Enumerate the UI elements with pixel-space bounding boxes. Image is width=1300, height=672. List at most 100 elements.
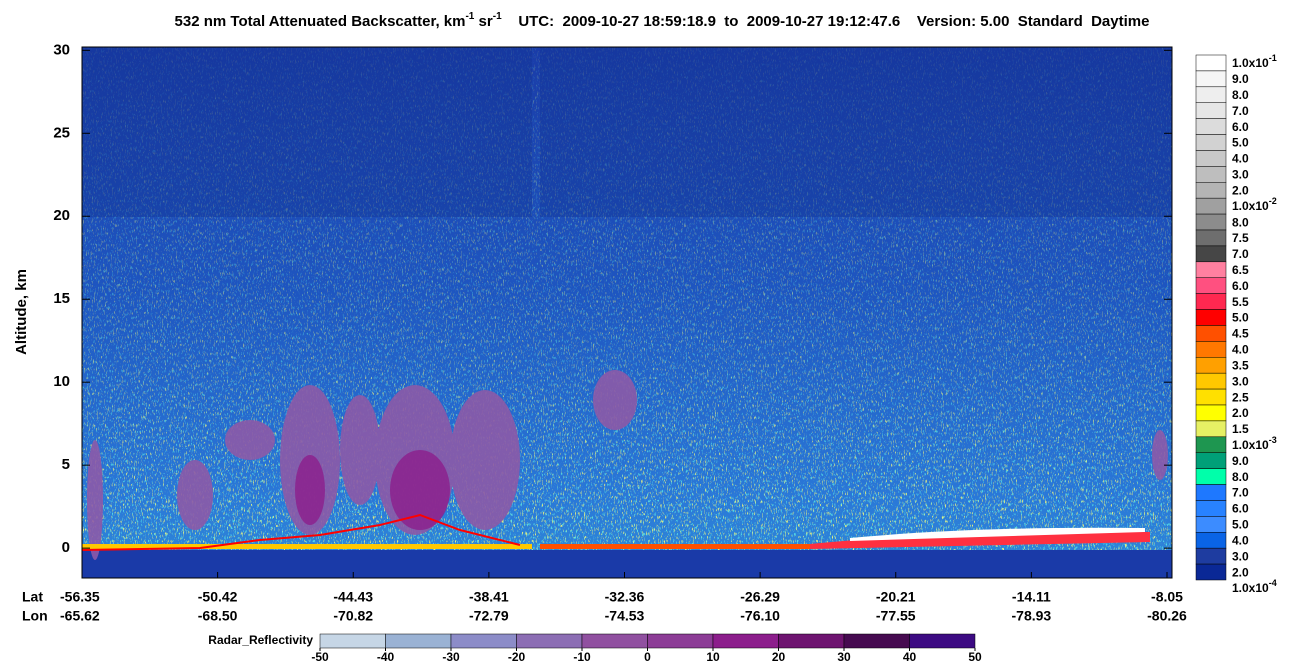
colorbar-label: 8.0 <box>1232 470 1249 484</box>
radar-tick-label: 10 <box>706 650 720 664</box>
lon-tick-label: -65.62 <box>60 608 100 624</box>
colorbar-swatch <box>1195 261 1227 278</box>
lon-tick-label: -80.26 <box>1147 608 1187 624</box>
colorbar-swatch <box>1195 118 1227 135</box>
version-text: Version: 5.00 Standard Daytime <box>917 13 1150 30</box>
colorbar-swatch <box>1195 245 1227 263</box>
colorbar-label-exp: -1 <box>1269 53 1277 63</box>
colorbar-label: 7.5 <box>1232 231 1249 245</box>
colorbar-label: 4.5 <box>1232 327 1249 341</box>
lat-tick-label: -32.36 <box>605 589 645 605</box>
lon-tick-label: -78.93 <box>1012 608 1052 624</box>
colorbar-swatch <box>1195 309 1227 326</box>
lat-tick-label: -26.29 <box>740 589 780 605</box>
radar-tick-label: -10 <box>573 650 591 664</box>
lat-tick-label: -14.11 <box>1012 589 1051 605</box>
colorbar-swatch <box>1195 293 1227 310</box>
colorbar-swatch <box>1195 229 1227 247</box>
colorbar-label: 9.0 <box>1232 454 1249 468</box>
y-tick-label: 10 <box>53 373 70 390</box>
radar-swatch <box>319 633 386 649</box>
colorbar-label: 4.0 <box>1232 343 1249 357</box>
colorbar-label-base: 1.0x10 <box>1232 199 1269 213</box>
colorbar-label: 5.0 <box>1232 518 1249 532</box>
colorbar-label: 5.0 <box>1232 136 1249 150</box>
lat-tick-label: -8.05 <box>1151 589 1183 605</box>
colorbar-label: 4.0 <box>1232 533 1249 547</box>
utc-text: UTC: 2009-10-27 18:59:18.9 to 2009-10-27… <box>518 13 900 30</box>
radar-tick-label: -30 <box>442 650 460 664</box>
y-tick-label: 30 <box>53 41 70 58</box>
colorbar-label: 1.0x10-2 <box>1232 197 1277 214</box>
lon-tick-label: -77.55 <box>876 608 916 624</box>
radar-swatch <box>385 633 452 649</box>
lat-tick-label: -44.43 <box>333 589 373 605</box>
plot-frame <box>81 46 1173 579</box>
colorbar-swatch <box>1195 134 1227 151</box>
radar-tick-label: 20 <box>772 650 786 664</box>
radar-tick-label: 40 <box>903 650 917 664</box>
colorbar-label: 6.0 <box>1232 502 1249 516</box>
colorbar-swatch <box>1195 388 1227 406</box>
lat-tick-label: -38.41 <box>469 589 509 605</box>
y-tick-label: 20 <box>53 207 70 224</box>
y-tick-label: 15 <box>53 290 70 307</box>
colorbar-label: 1.0x10-3 <box>1232 435 1277 452</box>
radar-swatch <box>647 633 714 649</box>
colorbar-label: 2.0 <box>1232 565 1249 579</box>
lon-tick-label: -72.79 <box>469 608 509 624</box>
colorbar-label: 3.0 <box>1232 549 1249 563</box>
colorbar-label: 1.5 <box>1232 422 1249 436</box>
colorbar-swatch <box>1195 150 1227 167</box>
lon-tick-label: -74.53 <box>605 608 645 624</box>
lat-tick-label: -56.35 <box>60 589 100 605</box>
title-text: 532 nm Total Attenuated Backscatter, km <box>175 13 466 30</box>
colorbar-label: 5.5 <box>1232 295 1249 309</box>
y-axis-label: Altitude, km <box>13 269 30 355</box>
colorbar-label: 6.5 <box>1232 263 1249 277</box>
radar-swatch <box>909 633 976 649</box>
y-tick-label: 25 <box>53 124 70 141</box>
colorbar-label: 3.0 <box>1232 168 1249 182</box>
radar-swatch <box>516 633 583 649</box>
colorbar-label: 4.0 <box>1232 152 1249 166</box>
radar-tick-label: -20 <box>508 650 526 664</box>
colorbar-swatch <box>1195 197 1227 215</box>
radar-swatch <box>450 633 517 649</box>
colorbar-swatch <box>1195 277 1227 294</box>
colorbar-label: 7.0 <box>1232 104 1249 118</box>
radar-label: Radar_Reflectivity <box>208 633 313 647</box>
colorbar-label: 9.0 <box>1232 72 1249 86</box>
colorbar-label: 7.0 <box>1232 486 1249 500</box>
radar-tick-label: 0 <box>644 650 651 664</box>
chart-title: 532 nm Total Attenuated Backscatter, km-… <box>175 11 1150 30</box>
colorbar-label: 1.0x10-1 <box>1232 53 1277 70</box>
colorbar-label-base: 1.0x10 <box>1232 438 1269 452</box>
radar-tick-label: 30 <box>837 650 851 664</box>
colorbar-label: 2.0 <box>1232 406 1249 420</box>
lat-tick-label: -50.42 <box>198 589 238 605</box>
backscatter-image <box>82 47 1172 578</box>
lon-label: Lon <box>22 608 48 624</box>
colorbar-label: 1.0x10-4 <box>1232 578 1277 595</box>
colorbar-swatch <box>1195 563 1227 581</box>
lon-tick-label: -70.82 <box>333 608 373 624</box>
colorbar-label: 6.0 <box>1232 279 1249 293</box>
colorbar-swatch <box>1195 404 1227 422</box>
colorbar-label: 3.0 <box>1232 374 1249 388</box>
colorbar-swatch <box>1195 54 1227 72</box>
colorbar-label-exp: -2 <box>1269 197 1277 207</box>
colorbar-swatch <box>1195 213 1227 231</box>
colorbar-label-base: 1.0x10 <box>1232 56 1269 70</box>
colorbar-swatch <box>1195 166 1227 183</box>
colorbar-swatch <box>1195 436 1227 453</box>
colorbar-label: 6.0 <box>1232 120 1249 134</box>
colorbar-label-exp: -4 <box>1269 578 1277 588</box>
lon-tick-label: -76.10 <box>740 608 780 624</box>
y-tick-label: 5 <box>62 456 70 473</box>
colorbar-swatch <box>1195 420 1227 438</box>
title-sup: -1 <box>465 11 474 22</box>
colorbar-swatch <box>1195 325 1227 342</box>
colorbar-swatch <box>1195 547 1227 565</box>
